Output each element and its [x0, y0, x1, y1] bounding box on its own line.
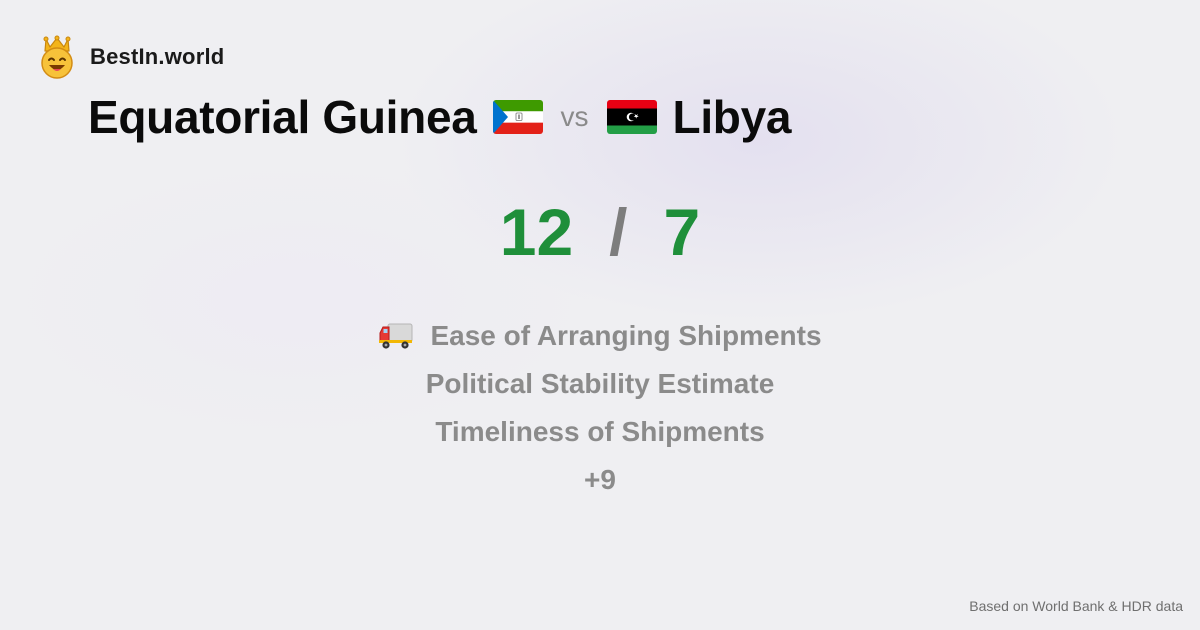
category-item[interactable]: Ease of Arranging Shipments [378, 312, 822, 360]
brand-name: BestIn.world [90, 44, 225, 69]
score-country-a: 12 [499, 195, 574, 269]
category-list: Ease of Arranging Shipments Political St… [0, 312, 1200, 504]
category-item[interactable]: Political Stability Estimate [426, 360, 775, 408]
score-display: 12 / 7 [0, 192, 1200, 272]
category-label: Ease of Arranging Shipments [430, 320, 822, 351]
score-country-b: 7 [663, 195, 701, 269]
delivery-truck-icon [379, 323, 413, 349]
equatorial-guinea-flag-icon [492, 100, 543, 134]
data-source-note: Based on World Bank & HDR data [969, 598, 1183, 614]
more-categories-count[interactable]: +9 [584, 464, 616, 495]
category-label: Political Stability Estimate [425, 368, 775, 399]
category-item[interactable]: Timeliness of Shipments [435, 408, 764, 456]
libya-flag-icon [606, 100, 657, 134]
country-a-name[interactable]: Equatorial Guinea [88, 91, 477, 143]
score-separator: / [609, 195, 628, 269]
country-b-name[interactable]: Libya [672, 91, 792, 143]
page-title: Equatorial Guinea vs Libya [88, 86, 791, 148]
category-label: Timeliness of Shipments [435, 416, 765, 447]
vs-label: vs [560, 101, 589, 132]
crown-smiley-icon [41, 35, 73, 79]
brand[interactable]: BestIn.world [38, 35, 224, 79]
